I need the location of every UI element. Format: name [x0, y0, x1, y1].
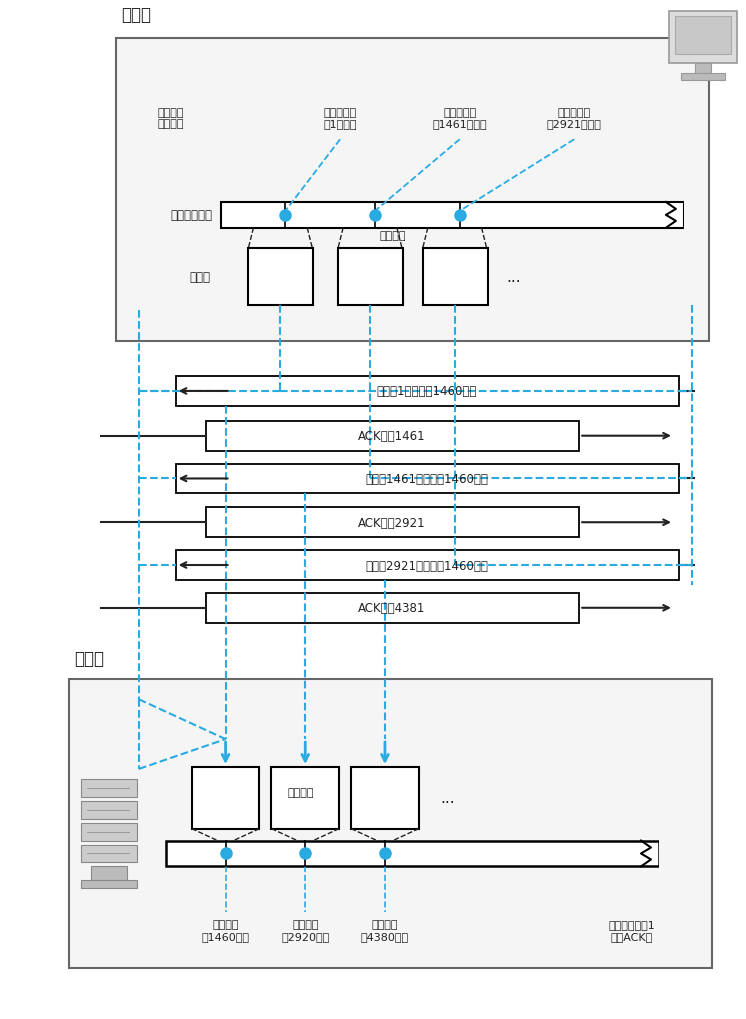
Bar [695, 63, 711, 73]
Bar [338, 249, 403, 306]
Bar [81, 880, 137, 889]
Text: 序号：1461、长度：1460字节: 序号：1461、长度：1460字节 [366, 473, 488, 485]
Bar [176, 377, 679, 407]
Bar [81, 780, 137, 797]
Bar [81, 845, 137, 863]
Text: ...: ... [441, 791, 455, 805]
Bar [659, 839, 684, 868]
Bar [681, 73, 724, 81]
Text: 组装数据: 组装数据 [287, 787, 313, 797]
Bar [221, 203, 684, 228]
Text: 应用程序数据: 应用程序数据 [171, 209, 213, 222]
Text: 接收方: 接收方 [74, 650, 104, 667]
Bar [669, 12, 736, 63]
Text: 将这个值
设为序号: 将这个值 设为序号 [157, 107, 184, 129]
Bar [206, 507, 579, 538]
Text: 发送方: 发送方 [121, 6, 151, 23]
Text: 序号：1、长度：1460字节: 序号：1、长度：1460字节 [377, 385, 477, 398]
Text: ACK号：4381: ACK号：4381 [358, 601, 426, 614]
Bar [166, 841, 659, 866]
Text: 从头开始的
第1461个字节: 从头开始的 第1461个字节 [433, 107, 487, 129]
Text: 拆分数据: 拆分数据 [380, 230, 407, 240]
Bar [206, 422, 579, 451]
Text: ...: ... [507, 270, 521, 284]
Text: 从头开始的
第2921个字节: 从头开始的 第2921个字节 [547, 107, 602, 129]
Bar [116, 39, 709, 341]
Text: ACK号：1461: ACK号：1461 [358, 430, 426, 443]
Text: 序号：2921、长度：1460字节: 序号：2921、长度：1460字节 [366, 559, 488, 572]
Bar [81, 801, 137, 819]
Bar [176, 550, 679, 581]
Bar [248, 249, 313, 306]
Text: 已接收到
第2920字节: 已接收到 第2920字节 [281, 919, 330, 941]
Text: 已接收到
第1460字节: 已接收到 第1460字节 [201, 919, 250, 941]
Bar [91, 866, 127, 880]
Bar [176, 464, 679, 494]
Text: 将这个值加上1
设为ACK号: 将这个值加上1 设为ACK号 [609, 919, 656, 941]
Bar [684, 201, 703, 230]
Bar [192, 767, 260, 828]
Bar [272, 767, 339, 828]
Bar [81, 822, 137, 841]
Text: ACK号：2921: ACK号：2921 [358, 517, 426, 529]
Bar [423, 249, 488, 306]
Bar [69, 680, 712, 968]
Bar [351, 767, 419, 828]
Bar [675, 17, 730, 55]
Bar [206, 593, 579, 623]
Text: 已接收到
第4380字节: 已接收到 第4380字节 [361, 919, 409, 941]
Text: 从头开始的
第1个字节: 从头开始的 第1个字节 [323, 107, 357, 129]
Text: 数据块: 数据块 [189, 271, 210, 283]
